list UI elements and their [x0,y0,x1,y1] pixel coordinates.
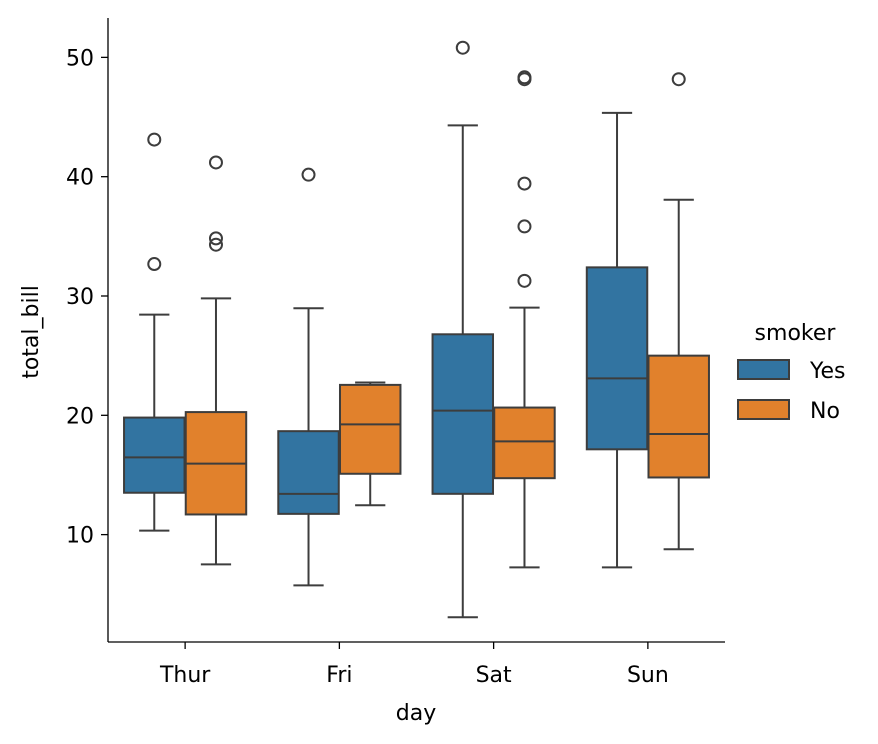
y-tick-label: 10 [66,524,94,549]
legend-label-no: No [810,399,840,424]
box-iqr [338,383,402,475]
outlier-point [517,70,532,85]
box-iqr [431,333,495,495]
legend-title: smoker [755,321,837,346]
box-thur-yes [123,132,186,532]
x-tick-label: Fri [326,663,352,688]
outlier-point [517,273,532,288]
y-axis-title: total_bill [19,285,44,379]
box-fri-no [338,381,402,507]
box-thur-no [184,155,248,566]
box-sun-yes [585,111,649,569]
y-tick-label: 40 [66,166,94,191]
y-tick-label: 20 [66,404,94,429]
y-tick-label: 50 [66,46,94,71]
x-axis-ticks: Thur Fri Sat Sun [159,642,669,688]
legend: smoker Yes No [737,321,846,424]
outlier-point [301,167,316,182]
legend-swatch-no [737,399,790,420]
box-iqr [585,266,649,451]
box-fri-yes [277,167,340,587]
outlier-point [147,132,162,147]
outlier-point [517,219,532,234]
legend-swatch-yes [737,359,790,380]
outlier-point [455,40,470,55]
plot-area [123,40,710,619]
outlier-point [208,231,223,246]
outlier-point [147,257,162,272]
x-tick-label: Sat [476,663,512,688]
box-iqr [647,354,710,479]
outlier-point [208,237,223,252]
box-iqr [277,430,340,515]
y-tick-label: 30 [66,285,94,310]
x-tick-label: Sun [627,663,669,688]
box-sat-yes [431,40,495,619]
legend-label-yes: Yes [809,359,846,384]
outlier-point [517,176,532,191]
x-tick-label: Thur [159,663,211,688]
box-iqr [123,416,186,494]
outlier-point [671,72,686,87]
y-axis-ticks: 10 20 30 40 50 [66,46,108,549]
box-sun-no [647,72,710,551]
outlier-point [208,155,223,170]
box-sat-no [493,70,556,569]
x-axis-title: day [396,701,436,726]
box-iqr [493,406,556,480]
